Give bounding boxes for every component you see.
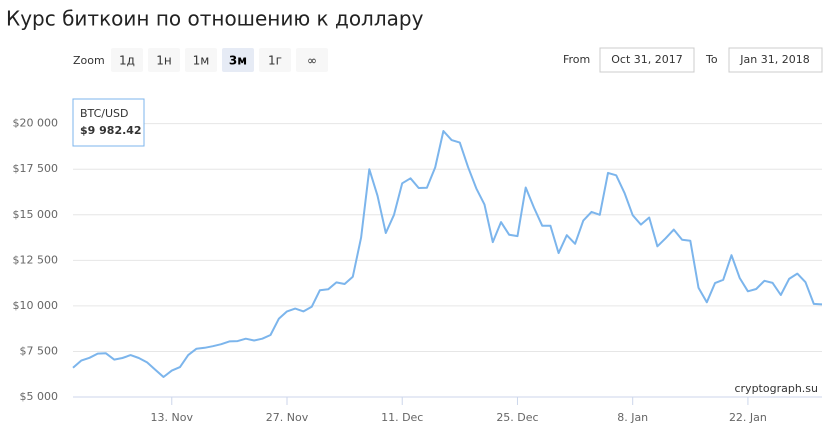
zoom-button[interactable] bbox=[296, 48, 328, 72]
x-tick-label: 25. Dec bbox=[496, 411, 538, 424]
zoom-buttons: 1д 1н 1м 3м 1г ∞ bbox=[111, 48, 328, 72]
y-tick-label: $10 000 bbox=[13, 299, 59, 312]
zoom-button[interactable] bbox=[185, 48, 217, 72]
from-label: From bbox=[563, 53, 590, 66]
to-value: Jan 31, 2018 bbox=[739, 53, 809, 66]
y-tick-label: $20 000 bbox=[13, 117, 59, 130]
y-tick-label: $7 500 bbox=[20, 344, 59, 357]
x-tick-label: 13. Nov bbox=[151, 411, 194, 424]
zoom-button-label: 1г bbox=[268, 54, 282, 68]
x-tick-label: 27. Nov bbox=[266, 411, 309, 424]
credit: cryptograph.su bbox=[734, 382, 818, 395]
x-tick-label: 11. Dec bbox=[381, 411, 423, 424]
zoom-button[interactable] bbox=[148, 48, 180, 72]
zoom-button-label: 1м bbox=[193, 54, 210, 68]
from-input[interactable] bbox=[599, 47, 695, 73]
zoom-button[interactable] bbox=[111, 48, 143, 72]
chart-title: Курс биткоин по отношению к доллару bbox=[6, 7, 424, 31]
zoom-button-label: 3м bbox=[229, 54, 247, 68]
y-tick-label: $15 000 bbox=[13, 208, 59, 221]
tooltip bbox=[72, 98, 145, 147]
zoom-button[interactable] bbox=[259, 48, 291, 72]
y-tick-label: $12 500 bbox=[13, 253, 59, 266]
tooltip-value: $9 982.42 bbox=[80, 124, 142, 137]
zoom-button-label: 1д bbox=[119, 54, 135, 68]
to-input[interactable] bbox=[728, 47, 823, 73]
y-tick-label: $17 500 bbox=[13, 162, 59, 175]
y-tick-label: $5 000 bbox=[20, 390, 59, 403]
x-tick-label: 8. Jan bbox=[617, 411, 648, 424]
zoom-label: Zoom bbox=[73, 54, 105, 67]
plot: $5 000 $7 500 $10 000 $12 500 $15 000 $17 500… bbox=[13, 117, 823, 424]
from-value: Oct 31, 2017 bbox=[611, 53, 683, 66]
x-tick-label: 22. Jan bbox=[729, 411, 767, 424]
price-line bbox=[72, 130, 823, 378]
zoom-button-label: 1н bbox=[156, 54, 171, 68]
zoom-button-label: ∞ bbox=[307, 54, 317, 68]
zoom-button[interactable] bbox=[222, 48, 254, 72]
to-label: To bbox=[705, 53, 718, 66]
tooltip-series: BTC/USD bbox=[80, 107, 129, 120]
